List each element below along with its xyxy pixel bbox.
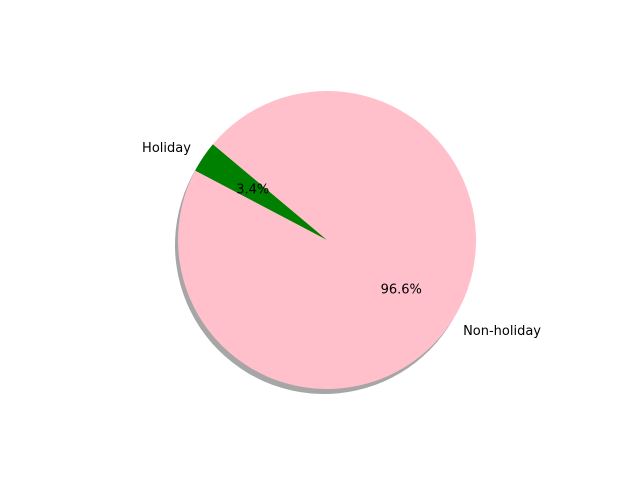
pie-slice-non-holiday: [178, 90, 477, 389]
pie-label-layer: Holiday 3.4% Non-holiday 96.6%: [142, 141, 541, 339]
slice-percent-non-holiday: 96.6%: [381, 282, 422, 297]
slice-label-holiday: Holiday: [142, 141, 191, 156]
pie-slice-holiday: [195, 144, 327, 240]
slice-percent-holiday: 3.4%: [236, 183, 269, 198]
pie-slice-layer: [178, 90, 477, 389]
slice-label-non-holiday: Non-holiday: [463, 324, 541, 339]
